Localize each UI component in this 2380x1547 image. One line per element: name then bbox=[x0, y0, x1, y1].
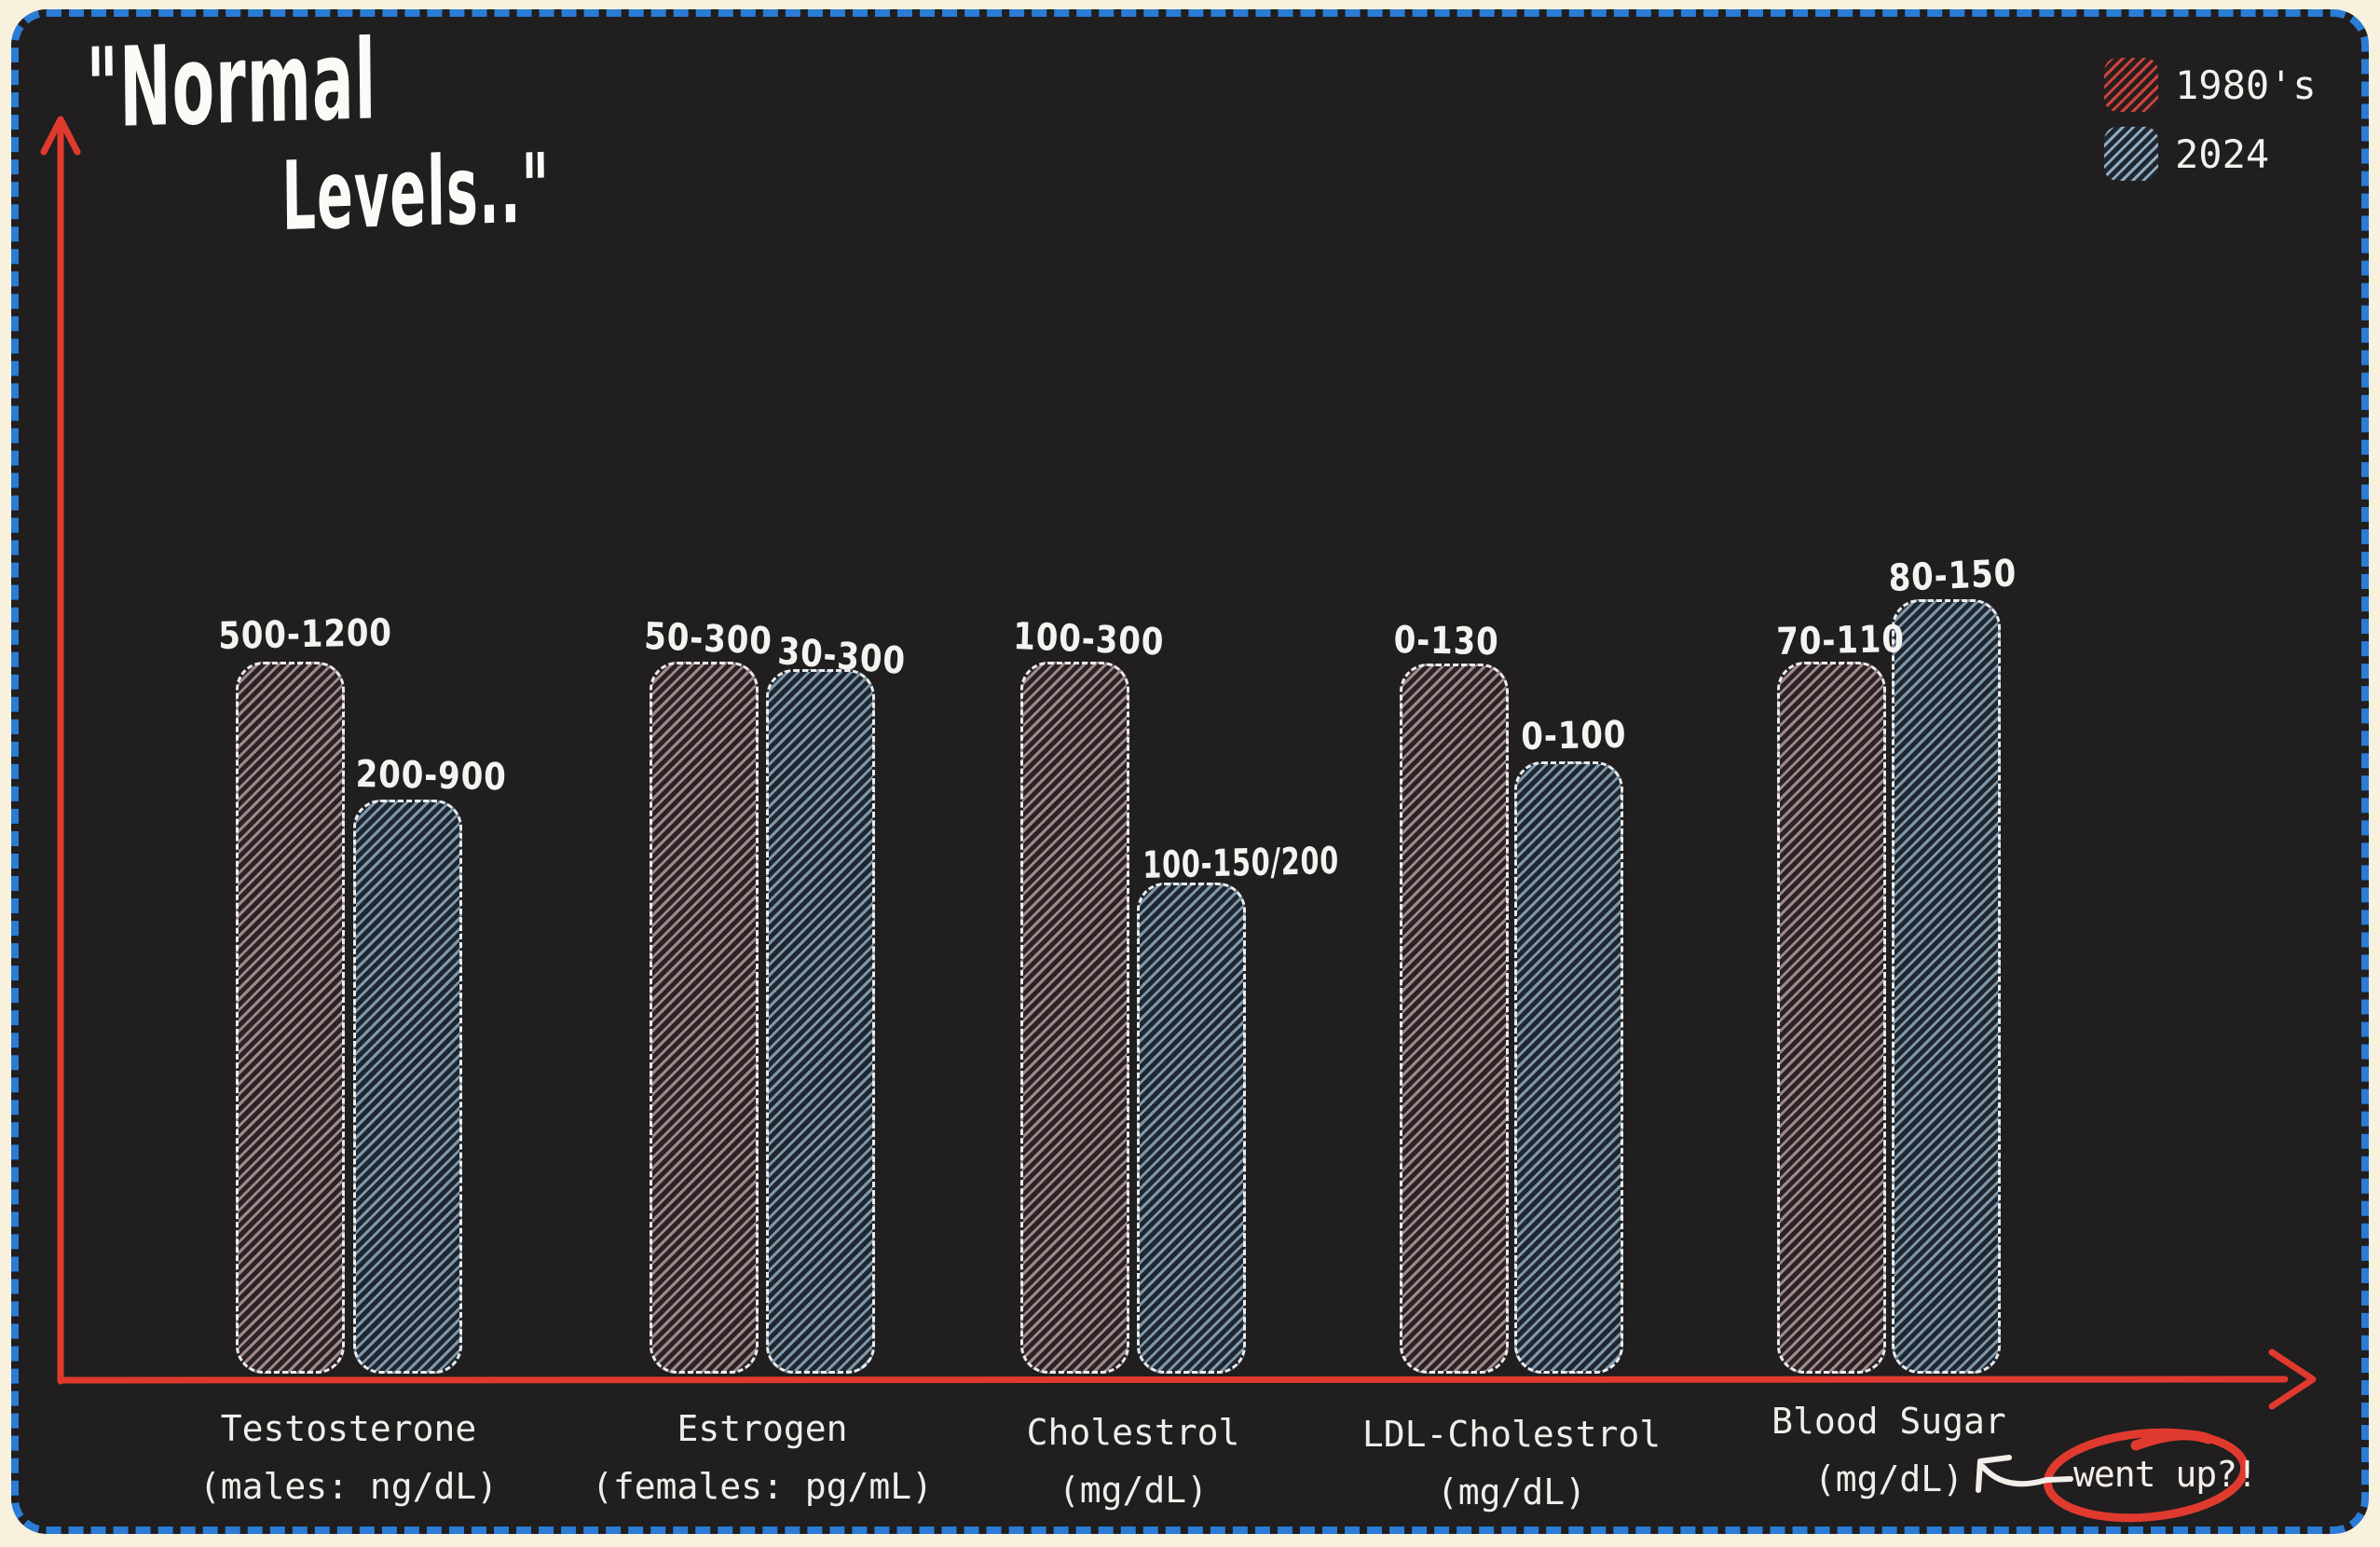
bar-testosterone-2024 bbox=[353, 800, 462, 1374]
bar-label-ldl-cholestrol-1980s: 0-130 bbox=[1393, 619, 1499, 664]
category-label-testosterone: Testosterone (males: ng/dL) bbox=[153, 1400, 544, 1515]
legend-item-2024: 2024 bbox=[2104, 127, 2317, 181]
bar-label-blood-sugar-2024: 80-150 bbox=[1888, 552, 2018, 600]
legend-item-1980s: 1980's bbox=[2104, 58, 2317, 112]
bar-ldl-cholestrol-1980s bbox=[1400, 664, 1509, 1374]
bar-label-cholestrol-2024: 100-150/200 bbox=[1142, 839, 1340, 887]
category-label-estrogen: Estrogen (females: pg/mL) bbox=[567, 1400, 958, 1515]
category-name: Blood Sugar bbox=[1771, 1401, 2006, 1442]
category-name: LDL-Cholestrol bbox=[1361, 1414, 1662, 1455]
bar-cholestrol-1980s bbox=[1020, 662, 1129, 1374]
chart-title-line1: "Normal bbox=[86, 15, 377, 153]
bar-blood-sugar-1980s bbox=[1777, 662, 1886, 1374]
bar-label-testosterone-1980s: 500-1200 bbox=[218, 611, 393, 658]
bar-blood-sugar-2024 bbox=[1892, 599, 2001, 1374]
category-label-cholestrol: Cholestrol (mg/dL) bbox=[937, 1403, 1329, 1519]
bar-label-ldl-cholestrol-2024: 0-100 bbox=[1521, 713, 1627, 759]
bar-label-cholestrol-1980s: 100-300 bbox=[1012, 615, 1165, 664]
legend: 1980's 2024 bbox=[2104, 58, 2317, 196]
bar-cholestrol-2024 bbox=[1137, 883, 1246, 1374]
bar-estrogen-1980s bbox=[650, 662, 759, 1374]
category-unit: (mg/dL) bbox=[1813, 1458, 1964, 1499]
category-unit: (males: ng/dL) bbox=[198, 1466, 499, 1507]
legend-swatch-2024-icon bbox=[2104, 127, 2158, 181]
category-label-blood-sugar: Blood Sugar (mg/dL) bbox=[1693, 1392, 2085, 1508]
bar-label-blood-sugar-1980s: 70-110 bbox=[1776, 618, 1906, 664]
chart-title-line2: Levels.." bbox=[281, 133, 552, 253]
category-label-ldl-cholestrol: LDL-Cholestrol (mg/dL) bbox=[1316, 1405, 1707, 1521]
bar-label-testosterone-2024: 200-900 bbox=[355, 753, 507, 800]
category-name: Testosterone bbox=[220, 1408, 477, 1449]
annotation-text: went up?! bbox=[2073, 1454, 2258, 1495]
category-name: Estrogen bbox=[677, 1408, 848, 1449]
bar-label-estrogen-1980s: 50-300 bbox=[643, 615, 773, 664]
category-name: Cholestrol bbox=[1026, 1412, 1240, 1453]
legend-label-2024: 2024 bbox=[2175, 130, 2270, 177]
bar-testosterone-1980s bbox=[236, 662, 345, 1374]
bar-estrogen-2024 bbox=[766, 669, 875, 1374]
category-unit: (females: pg/mL) bbox=[591, 1466, 934, 1507]
category-unit: (mg/dL) bbox=[1436, 1472, 1587, 1513]
bar-ldl-cholestrol-2024 bbox=[1514, 761, 1623, 1374]
category-unit: (mg/dL) bbox=[1058, 1470, 1209, 1511]
legend-label-1980s: 1980's bbox=[2175, 62, 2317, 108]
legend-swatch-1980s-icon bbox=[2104, 58, 2158, 112]
